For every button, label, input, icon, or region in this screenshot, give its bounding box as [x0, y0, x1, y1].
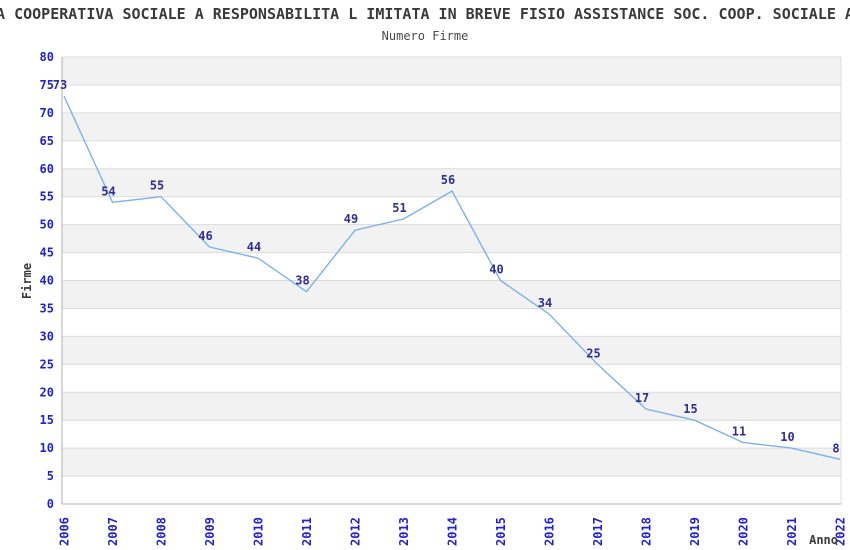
y-tick-label: 35 — [40, 301, 54, 315]
point-label: 73 — [53, 78, 67, 92]
data-point-labels: 73 54 55 46 44 38 49 51 56 40 34 25 17 15 11 10 8 — [53, 78, 840, 455]
x-tick-label: 2012 — [349, 517, 363, 546]
shaded-band — [62, 448, 841, 477]
point-label: 8 — [832, 441, 839, 455]
y-tick-label: 75 — [40, 78, 54, 92]
data-series-line — [63, 95, 841, 460]
y-tick-label: 60 — [40, 162, 54, 176]
point-label: 15 — [683, 402, 697, 416]
shaded-band — [62, 112, 841, 141]
y-tick-label: 30 — [40, 329, 54, 343]
chart-subtitle: Numero Firme — [382, 29, 469, 43]
y-tick-label: 25 — [40, 357, 54, 371]
point-label: 54 — [101, 184, 115, 198]
x-tick-label: 2017 — [591, 517, 605, 546]
point-label: 56 — [441, 173, 455, 187]
point-label: 40 — [489, 263, 503, 277]
point-label: 10 — [780, 430, 794, 444]
x-tick-label: 2022 — [834, 517, 848, 546]
plot-gridlines — [62, 84, 841, 477]
point-label: 46 — [198, 229, 212, 243]
y-tick-label: 80 — [40, 50, 54, 64]
shaded-band — [62, 224, 841, 253]
shaded-band — [62, 392, 841, 421]
shaded-band — [62, 57, 841, 85]
x-tick-label: 2008 — [155, 517, 169, 546]
plot-border — [61, 56, 842, 505]
y-tick-label: 15 — [40, 413, 54, 427]
x-tick-label: 2010 — [252, 517, 266, 546]
point-label: 17 — [635, 391, 649, 405]
point-label: 55 — [150, 179, 164, 193]
shaded-band — [62, 336, 841, 365]
plot-bands — [62, 57, 841, 477]
point-label: 34 — [538, 296, 552, 310]
y-tick-label: 5 — [47, 469, 54, 483]
y-axis-tick-labels: 0 5 10 15 20 25 30 35 40 45 50 55 60 65 70 75 80 — [40, 50, 54, 511]
y-tick-label: 0 — [47, 497, 54, 511]
y-tick-label: 10 — [40, 441, 54, 455]
x-tick-label: 2007 — [106, 517, 120, 546]
x-axis-tick-labels: 2006 2007 2008 2009 2010 2011 2012 2013 2014 2015… — [58, 517, 848, 546]
x-tick-label: 2011 — [300, 517, 314, 546]
x-tick-label: 2006 — [58, 517, 72, 546]
x-axis-title: Anno — [809, 533, 838, 547]
y-tick-label: 70 — [40, 106, 54, 120]
y-tick-label: 55 — [40, 190, 54, 204]
y-tick-label: 20 — [40, 385, 54, 399]
shaded-band — [62, 280, 841, 309]
x-tick-label: 2015 — [494, 517, 508, 546]
series-polyline — [63, 95, 841, 460]
point-label: 25 — [586, 346, 600, 360]
x-tick-label: 2013 — [397, 517, 411, 546]
y-axis-title: Firme — [20, 263, 34, 299]
x-tick-label: 2014 — [446, 517, 460, 546]
x-tick-label: 2020 — [737, 517, 751, 546]
y-tick-label: 40 — [40, 274, 54, 288]
point-label: 51 — [392, 201, 406, 215]
y-tick-label: 50 — [40, 218, 54, 232]
x-tick-label: 2021 — [785, 517, 799, 546]
point-label: 49 — [344, 212, 358, 226]
y-tick-label: 65 — [40, 134, 54, 148]
point-label: 44 — [247, 240, 261, 254]
point-label: 38 — [295, 274, 309, 288]
point-label: 11 — [732, 425, 746, 439]
chart-title: A COOPERATIVA SOCIALE A RESPONSABILITA L… — [0, 5, 850, 23]
x-tick-label: 2019 — [688, 517, 702, 546]
x-tick-label: 2018 — [640, 517, 654, 546]
x-tick-label: 2009 — [203, 517, 217, 546]
x-tick-label: 2016 — [543, 517, 557, 546]
y-tick-label: 45 — [40, 246, 54, 260]
